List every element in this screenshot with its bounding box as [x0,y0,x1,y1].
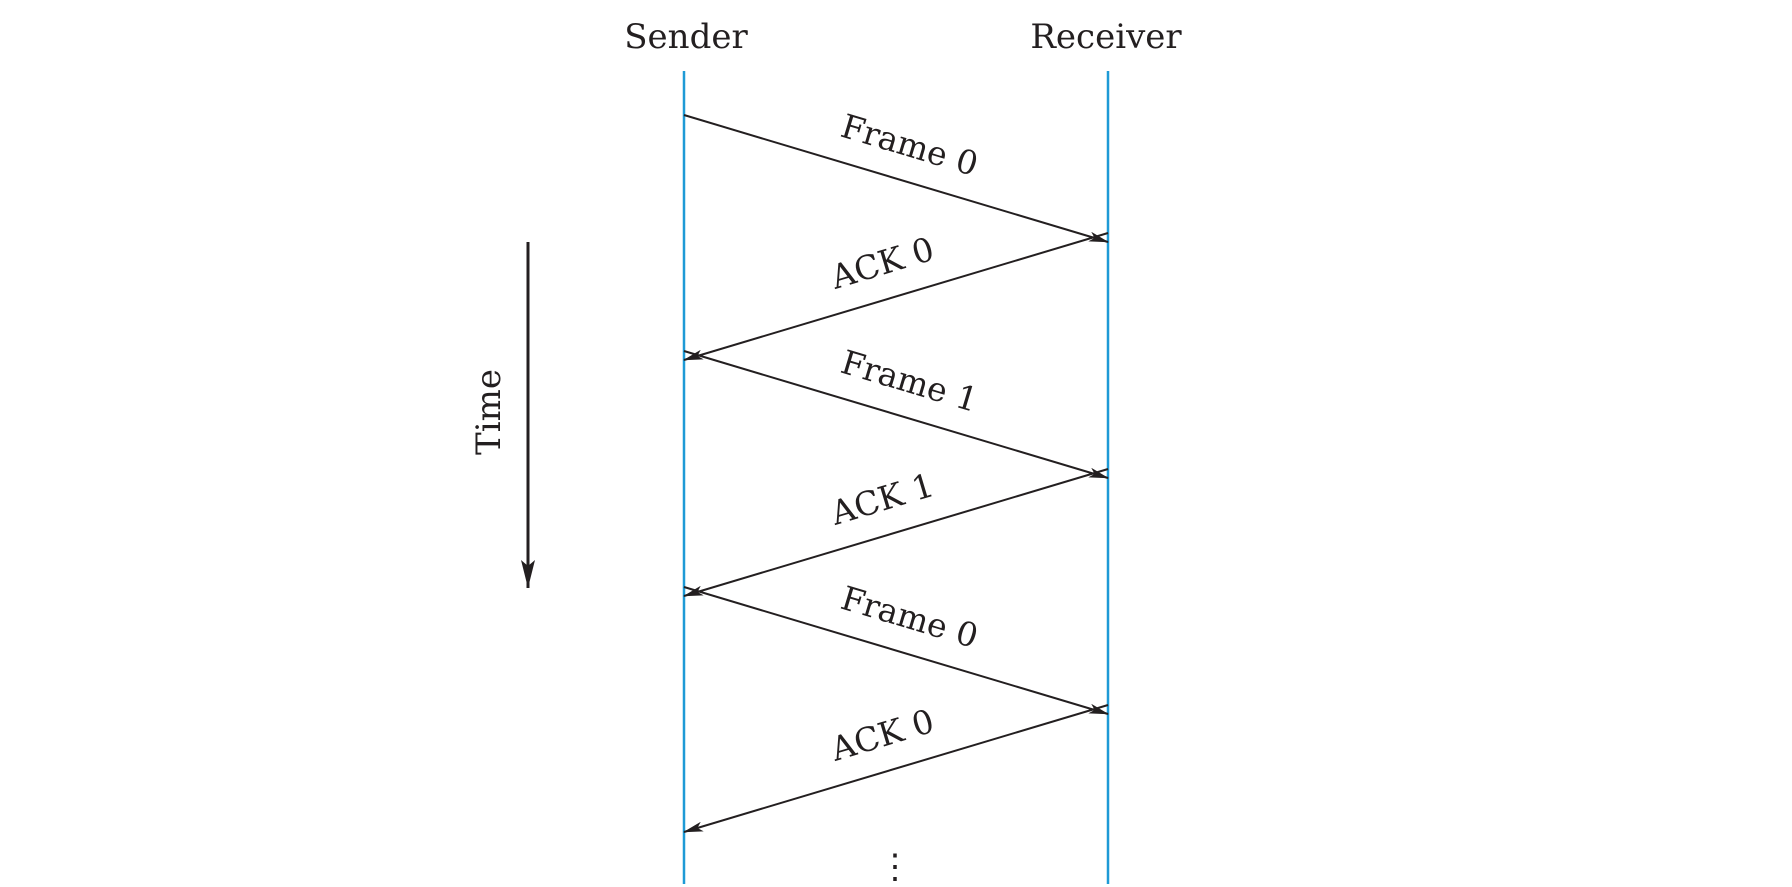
receiver-label: Receiver [1030,17,1182,57]
time-label: Time [469,369,509,455]
frame-arrow-4 [683,586,1109,715]
frame-arrow-0 [683,114,1109,243]
frame-label-4: Frame 0 [837,578,983,656]
frame-label-2: Frame 1 [837,342,983,420]
ack-arrow-1 [683,232,1109,361]
ack-label-3: ACK 1 [825,465,938,533]
sender-label: Sender [624,17,748,57]
message-arrows: Frame 0 ACK 0 Frame 1 ACK 1 Frame 0 ACK 0 [683,106,1109,833]
frame-arrow-2 [683,350,1109,479]
continuation-dots: ⋮ [878,847,912,887]
ack-label-5: ACK 0 [825,701,938,769]
time-arrowhead [521,560,535,588]
frame-label-0: Frame 0 [837,106,983,184]
ack-arrow-3 [683,468,1109,597]
ack-label-1: ACK 0 [825,229,938,297]
ack-arrow-5 [683,704,1109,833]
